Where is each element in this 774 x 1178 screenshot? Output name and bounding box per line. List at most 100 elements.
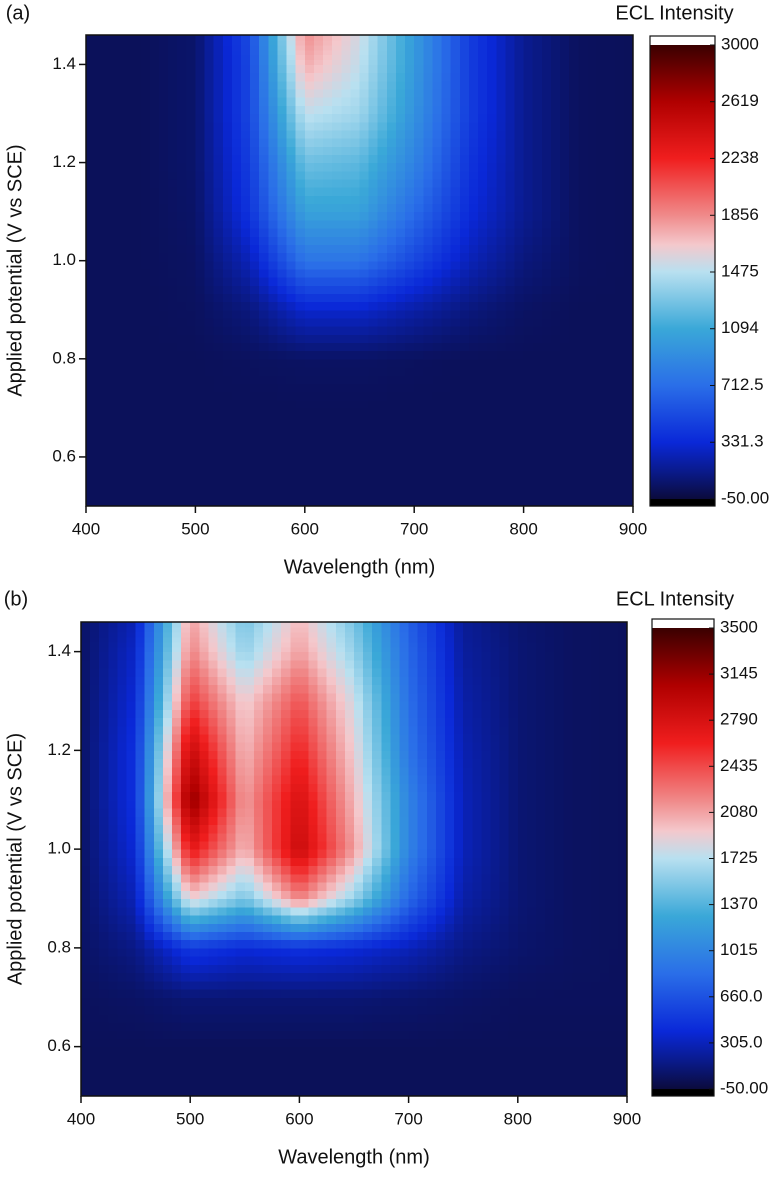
heat-cell	[563, 1054, 573, 1064]
heat-cell	[426, 931, 437, 941]
heat-cell	[368, 317, 379, 327]
heat-cell	[268, 366, 279, 376]
heat-cell	[86, 227, 96, 237]
heat-cell	[162, 1005, 173, 1015]
heat-cell	[560, 146, 570, 155]
heat-cell	[104, 342, 114, 352]
heat-cell	[140, 203, 151, 213]
heat-cell	[408, 1071, 419, 1081]
heat-cell	[295, 35, 306, 41]
heat-cell	[313, 72, 324, 82]
heat-cell	[432, 391, 443, 401]
heat-cell	[222, 121, 233, 131]
heat-cell	[587, 416, 598, 425]
heat-cell	[326, 1021, 337, 1031]
heat-cell	[317, 989, 328, 998]
heat-cell	[204, 424, 215, 434]
heat-cell	[259, 277, 269, 286]
heat-cell	[186, 375, 196, 384]
heat-cell	[459, 440, 470, 450]
heat-cell	[222, 260, 233, 270]
heat-cell	[614, 154, 625, 164]
heat-cell	[390, 914, 401, 924]
heat-cell	[414, 375, 424, 384]
heat-cell	[377, 97, 388, 106]
heat-cell	[259, 416, 269, 425]
heat-cell	[560, 195, 570, 205]
heat-cell	[195, 268, 206, 278]
heat-cell	[523, 260, 534, 270]
heat-cell	[295, 497, 306, 506]
heat-cell	[172, 964, 182, 974]
heat-cell	[432, 326, 443, 335]
heat-cell	[108, 1087, 118, 1096]
heat-cell	[158, 244, 169, 254]
heat-cell	[208, 1054, 219, 1064]
heat-cell	[304, 391, 315, 401]
heat-cell	[122, 383, 133, 393]
heat-cell	[153, 1054, 164, 1064]
heat-cell	[286, 497, 297, 506]
heat-cell	[417, 906, 428, 916]
heat-cell	[195, 39, 206, 46]
heat-cell	[441, 146, 452, 155]
heat-cell	[541, 54, 552, 61]
heat-cell	[441, 407, 452, 417]
heat-cell	[350, 473, 361, 483]
heat-cell	[286, 465, 297, 474]
heat-cell	[569, 366, 579, 376]
heat-cell	[126, 1013, 137, 1023]
heat-cell	[514, 285, 525, 294]
heat-cell	[195, 277, 206, 286]
heat-cell	[162, 1087, 173, 1096]
heat-cell	[468, 366, 479, 376]
heat-cell	[441, 121, 452, 131]
heat-cell	[487, 342, 497, 352]
heat-cell	[168, 64, 178, 74]
heat-cell	[472, 1087, 482, 1096]
heat-cell	[505, 64, 516, 74]
heat-cell	[608, 956, 619, 965]
heat-cell	[414, 473, 424, 483]
heat-cell	[195, 399, 206, 409]
heat-cell	[272, 931, 282, 941]
heat-cell	[344, 980, 355, 990]
heat-cell	[386, 170, 397, 180]
heat-cell	[250, 277, 260, 286]
heat-cell	[122, 268, 133, 278]
heat-cell	[590, 980, 601, 990]
heat-cell	[323, 64, 333, 74]
heat-cell	[213, 481, 224, 491]
heat-cell	[308, 1005, 319, 1015]
heat-cell	[523, 448, 534, 458]
heat-cell	[231, 252, 242, 262]
heat-cell	[614, 72, 625, 82]
heat-cell	[341, 391, 351, 401]
heat-cell	[295, 203, 306, 213]
heat-cell	[363, 1071, 373, 1081]
heat-cell	[608, 1071, 619, 1081]
heat-cell	[541, 285, 552, 294]
heat-cell	[445, 1038, 455, 1048]
heat-cell	[295, 375, 306, 384]
heat-cell	[149, 35, 160, 41]
heat-cell	[286, 375, 297, 384]
heat-cell	[108, 964, 118, 974]
heat-cell	[560, 473, 570, 483]
heat-cell	[81, 1005, 91, 1015]
heat-cell	[372, 906, 382, 916]
heat-cell	[217, 956, 228, 965]
heat-cell	[541, 497, 552, 506]
heat-cell	[550, 162, 561, 172]
heat-cell	[268, 44, 279, 51]
heat-cell	[259, 138, 269, 147]
heat-cell	[386, 54, 397, 61]
heat-cell	[560, 129, 570, 139]
heat-cell	[423, 317, 434, 327]
heat-cell	[153, 1021, 164, 1031]
heat-cell	[140, 383, 151, 393]
heat-cell	[578, 105, 589, 115]
heat-cell	[350, 334, 361, 344]
heat-cell	[572, 947, 583, 957]
heat-cell	[149, 440, 160, 450]
